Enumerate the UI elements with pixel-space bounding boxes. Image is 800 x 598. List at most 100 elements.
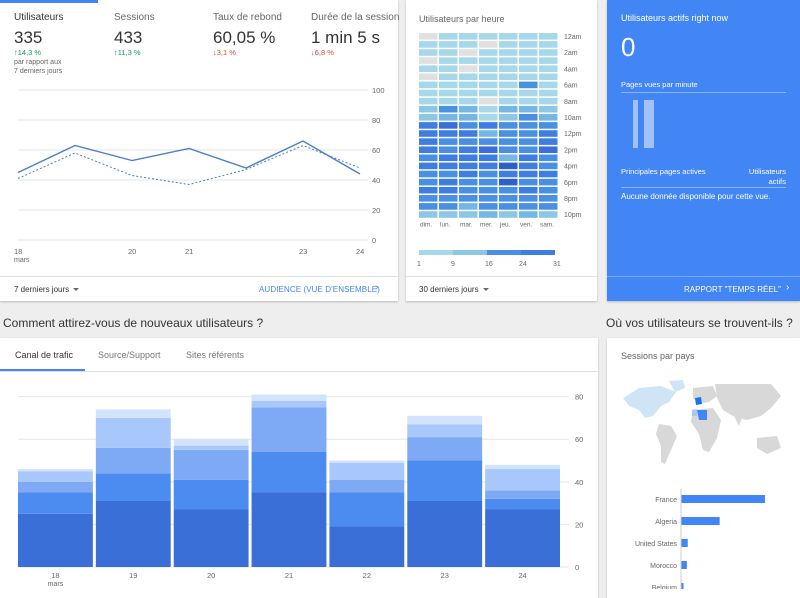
heatmap-cell[interactable] (539, 171, 558, 178)
heatmap-cell[interactable] (499, 179, 518, 186)
heatmap-cell[interactable] (439, 146, 458, 153)
heatmap-cell[interactable] (439, 65, 458, 72)
heatmap-cell[interactable] (539, 155, 558, 162)
heatmap-cell[interactable] (439, 33, 458, 40)
bar-segment[interactable] (252, 395, 327, 401)
heatmap-cell[interactable] (499, 57, 518, 64)
heatmap-cell[interactable] (439, 114, 458, 121)
bar-segment[interactable] (252, 492, 327, 567)
bar-segment[interactable] (96, 501, 171, 567)
heatmap-cell[interactable] (539, 41, 558, 48)
heatmap-cell[interactable] (499, 98, 518, 105)
bar-segment[interactable] (485, 465, 560, 469)
heatmap-cell[interactable] (439, 211, 458, 218)
heatmap-cell[interactable] (479, 171, 498, 178)
heatmap-cell[interactable] (459, 98, 478, 105)
heatmap-cell[interactable] (539, 138, 558, 145)
heatmap-cell[interactable] (419, 130, 438, 137)
heatmap-cell[interactable] (539, 211, 558, 218)
heatmap-cell[interactable] (499, 195, 518, 202)
heatmap-cell[interactable] (539, 195, 558, 202)
bar-segment[interactable] (174, 439, 249, 445)
heatmap-cell[interactable] (479, 41, 498, 48)
heatmap-cell[interactable] (519, 90, 538, 97)
bar-segment[interactable] (96, 448, 171, 474)
heatmap-cell[interactable] (479, 163, 498, 170)
heatmap-cell[interactable] (499, 171, 518, 178)
realtime-report-link[interactable]: RAPPORT "TEMPS RÉEL" (684, 285, 781, 294)
heatmap-cell[interactable] (479, 49, 498, 56)
heatmap-cell[interactable] (499, 203, 518, 210)
bar-segment[interactable] (174, 446, 249, 450)
heatmap-cell[interactable] (479, 195, 498, 202)
heatmap-cell[interactable] (479, 122, 498, 129)
heatmap-cell[interactable] (459, 74, 478, 81)
heatmap-cell[interactable] (519, 163, 538, 170)
bar-segment[interactable] (252, 407, 327, 452)
heatmap-cell[interactable] (459, 195, 478, 202)
heatmap-cell[interactable] (419, 49, 438, 56)
heatmap-cell[interactable] (539, 179, 558, 186)
bar-segment[interactable] (485, 490, 560, 499)
heatmap-cell[interactable] (419, 98, 438, 105)
heatmap-cell[interactable] (419, 74, 438, 81)
heatmap-cell[interactable] (459, 122, 478, 129)
bar-segment[interactable] (329, 480, 404, 493)
heatmap-cell[interactable] (519, 82, 538, 89)
heatmap-cell[interactable] (419, 106, 438, 113)
heatmap-cell[interactable] (519, 98, 538, 105)
heatmap-cell[interactable] (499, 138, 518, 145)
heatmap-cell[interactable] (479, 138, 498, 145)
bar-segment[interactable] (96, 418, 171, 448)
bar-segment[interactable] (174, 480, 249, 510)
heatmap-cell[interactable] (519, 65, 538, 72)
heatmap-cell[interactable] (439, 41, 458, 48)
bar-segment[interactable] (18, 469, 93, 471)
heatmap-cell[interactable] (419, 179, 438, 186)
heatmap-cell[interactable] (519, 122, 538, 129)
heatmap-cell[interactable] (459, 106, 478, 113)
heatmap-cell[interactable] (419, 33, 438, 40)
country-bar[interactable] (681, 495, 765, 503)
heatmap-cell[interactable] (419, 146, 438, 153)
heatmap-cell[interactable] (459, 155, 478, 162)
heatmap-cell[interactable] (459, 163, 478, 170)
heatmap-cell[interactable] (539, 187, 558, 194)
heatmap-cell[interactable] (459, 146, 478, 153)
heatmap-cell[interactable] (539, 65, 558, 72)
heatmap-cell[interactable] (459, 171, 478, 178)
bar-segment[interactable] (485, 469, 560, 490)
heatmap-period-selector[interactable]: 30 derniers jours (419, 285, 489, 294)
country-bar[interactable] (681, 539, 688, 547)
heatmap-cell[interactable] (479, 203, 498, 210)
heatmap-cell[interactable] (499, 155, 518, 162)
heatmap-cell[interactable] (519, 155, 538, 162)
heatmap-cell[interactable] (419, 114, 438, 121)
heatmap-cell[interactable] (479, 155, 498, 162)
heatmap-cell[interactable] (499, 41, 518, 48)
heatmap-cell[interactable] (419, 90, 438, 97)
heatmap-cell[interactable] (519, 114, 538, 121)
heatmap-cell[interactable] (479, 33, 498, 40)
heatmap-cell[interactable] (439, 106, 458, 113)
heatmap-cell[interactable] (459, 33, 478, 40)
bar-segment[interactable] (407, 424, 482, 437)
heatmap-cell[interactable] (419, 187, 438, 194)
heatmap-cell[interactable] (479, 90, 498, 97)
heatmap-cell[interactable] (419, 163, 438, 170)
heatmap-cell[interactable] (419, 41, 438, 48)
heatmap-cell[interactable] (479, 65, 498, 72)
heatmap-cell[interactable] (459, 138, 478, 145)
heatmap-cell[interactable] (539, 106, 558, 113)
bar-segment[interactable] (18, 482, 93, 493)
heatmap-cell[interactable] (519, 106, 538, 113)
heatmap-cell[interactable] (439, 82, 458, 89)
bar-segment[interactable] (407, 501, 482, 567)
bar-segment[interactable] (96, 409, 171, 418)
heatmap-cell[interactable] (499, 163, 518, 170)
period-selector[interactable]: 7 derniers jours (14, 285, 79, 294)
heatmap-cell[interactable] (499, 114, 518, 121)
heatmap-cell[interactable] (539, 57, 558, 64)
heatmap-cell[interactable] (419, 203, 438, 210)
bar-segment[interactable] (485, 499, 560, 510)
